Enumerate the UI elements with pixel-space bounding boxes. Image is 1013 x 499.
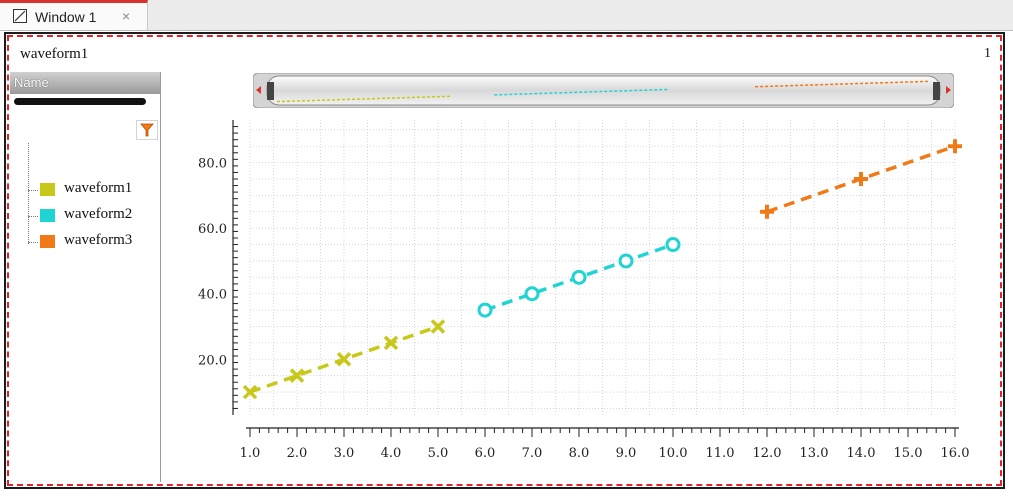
tab-strip: Window 1 × (0, 0, 1013, 31)
x-tick-label: 12.0 (753, 446, 782, 461)
x-tick-label: 3.0 (334, 446, 355, 461)
selection-border (7, 35, 1002, 486)
tree-scrollbar[interactable] (14, 98, 146, 105)
tab-window-1[interactable]: Window 1 × (0, 0, 148, 30)
y-tick-label: 20.0 (198, 353, 227, 368)
right-arrow-icon[interactable] (946, 86, 951, 94)
tab-title: Window 1 (35, 9, 97, 25)
x-tick-label: 10.0 (659, 446, 688, 461)
tree-connector (28, 143, 29, 244)
filter-button[interactable] (136, 120, 158, 140)
waveform1-point (242, 384, 258, 400)
waveform2-point (524, 286, 540, 302)
tree-branch (28, 190, 38, 191)
waveform2-point (618, 253, 634, 269)
waveform1-overview-line (276, 95, 451, 103)
tree-header-label: Name (14, 75, 49, 90)
tree-item-label: waveform1 (64, 180, 133, 196)
waveform1-point (430, 319, 446, 334)
overview-lines (276, 80, 930, 103)
waveform-window: waveform1 1 Name waveform1 waveform2 wav… (4, 32, 1005, 489)
slider-left-handle[interactable] (267, 82, 274, 100)
x-tick-label: 1.0 (240, 446, 261, 461)
close-icon[interactable]: × (122, 8, 131, 24)
waveform2-swatch (40, 209, 55, 222)
waveform-tree-panel: Name waveform1 waveform2 waveform3 (10, 72, 161, 482)
x-tick-label: 5.0 (428, 446, 449, 461)
x-tick-label: 9.0 (616, 446, 637, 461)
waveform3-point (854, 172, 868, 186)
filter-icon (140, 123, 154, 137)
tree-item-label: waveform3 (64, 232, 133, 248)
waveform2-point (571, 269, 587, 285)
x-tick-label: 11.0 (706, 446, 735, 461)
x-tick-label: 14.0 (847, 446, 876, 461)
x-tick-label: 7.0 (522, 446, 543, 461)
grid (249, 120, 956, 415)
window-corner-label: 1 (984, 46, 991, 61)
y-tick-label: 40.0 (198, 288, 227, 303)
waveform1-point (336, 352, 352, 367)
window-title: waveform1 (20, 46, 89, 62)
tree-branch (28, 216, 38, 217)
y-tick-label: 80.0 (198, 157, 227, 172)
x-tick-label: 15.0 (894, 446, 923, 461)
waveform2-point (665, 237, 681, 253)
waveform3-point (948, 139, 962, 154)
tree-branch (28, 242, 38, 243)
waveform-plot: 1.0 2.0 3.0 4.0 5.0 6.0 7.0 8.0 9.0 10.0 11.0 12.0 1… (198, 120, 970, 461)
waveform1-point (289, 368, 305, 383)
y-tick-label: 60.0 (198, 222, 227, 237)
waveform1-point (383, 335, 399, 351)
x-tick-label: 13.0 (800, 446, 829, 461)
waveform3-swatch (40, 235, 55, 248)
x-tick-label: 8.0 (569, 446, 590, 461)
x-tick-label: 4.0 (381, 446, 402, 461)
left-arrow-icon[interactable] (256, 86, 261, 94)
waveform1-swatch (40, 183, 55, 196)
tree-item-label: waveform2 (64, 206, 133, 222)
waveform2-overview-line (494, 88, 669, 96)
waveform1-series (242, 319, 446, 400)
range-slider[interactable] (253, 73, 954, 108)
waveform3-point (760, 204, 774, 219)
window-icon (13, 9, 27, 23)
x-tick-label: 16.0 (941, 446, 970, 461)
tree-header[interactable]: Name (10, 72, 160, 94)
waveform2-series (477, 237, 681, 318)
waveform3-overview-line (755, 80, 930, 88)
waveform2-point (477, 302, 493, 318)
x-tick-label: 6.0 (475, 446, 496, 461)
x-tick-label: 2.0 (287, 446, 308, 461)
waveform3-series (760, 139, 962, 219)
slider-right-handle[interactable] (933, 82, 940, 100)
